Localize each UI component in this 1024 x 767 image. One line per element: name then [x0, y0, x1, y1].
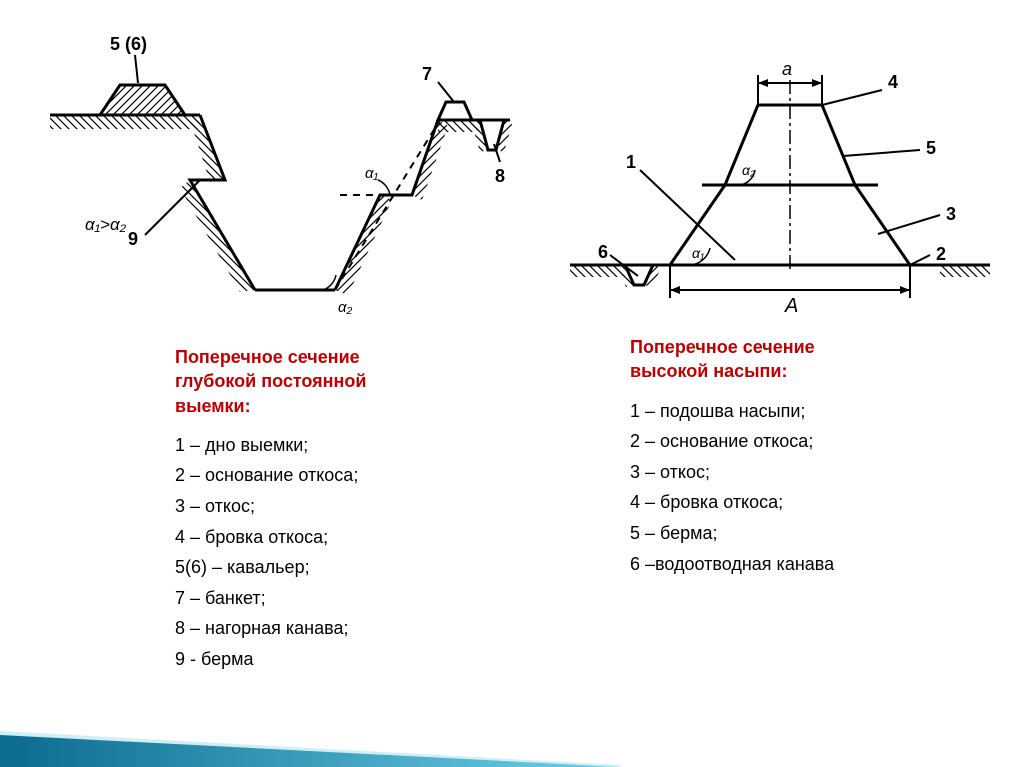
- right-text-block: Поперечное сечение высокой насыпи: 1 – п…: [630, 345, 980, 675]
- list-item: 8 – нагорная канава;: [175, 613, 545, 644]
- list-item: 3 – откос;: [175, 491, 545, 522]
- label-4: 4: [888, 72, 898, 92]
- list-item: 5 – берма;: [630, 518, 980, 549]
- list-item: 1 – подошва насыпи;: [630, 396, 980, 427]
- left-title-line-1: Поперечное сечение: [175, 347, 360, 367]
- left-title: Поперечное сечение глубокой постоянной в…: [175, 345, 545, 418]
- diagrams-container: 5 (6) 7 8 9 α₁>α₂ α₁ α₂: [0, 20, 1024, 340]
- label-alpha-ineq: α₁>α₂: [85, 215, 127, 234]
- label-alpha1: α₁: [365, 165, 379, 182]
- left-text-block: Поперечное сечение глубокой постоянной в…: [175, 345, 545, 675]
- right-title-line-2: высокой насыпи:: [630, 361, 787, 381]
- dim-A: A: [784, 295, 798, 317]
- label-alpha1-r: α₁: [692, 245, 705, 261]
- embankment-diagram: a A 1 2 3 4 5 6 α₁ α₂: [560, 20, 1000, 330]
- text-columns: Поперечное сечение глубокой постоянной в…: [0, 345, 1024, 675]
- label-5-6: 5 (6): [110, 34, 147, 54]
- excavation-diagram: 5 (6) 7 8 9 α₁>α₂ α₁ α₂: [40, 20, 520, 330]
- list-item: 6 –водоотводная канава: [630, 549, 980, 580]
- list-item: 5(6) – кавальер;: [175, 552, 545, 583]
- list-item: 3 – откос;: [630, 457, 980, 488]
- label-alpha2: α₂: [338, 299, 353, 316]
- label-2: 2: [936, 244, 946, 264]
- label-5: 5: [926, 138, 936, 158]
- list-item: 4 – бровка откоса;: [630, 487, 980, 518]
- right-title: Поперечное сечение высокой насыпи:: [630, 335, 980, 384]
- label-9: 9: [128, 229, 138, 249]
- left-title-line-3: выемки:: [175, 396, 251, 416]
- label-3: 3: [946, 204, 956, 224]
- dim-a: a: [782, 59, 792, 79]
- left-list: 1 – дно выемки; 2 – основание откоса; 3 …: [175, 430, 545, 675]
- label-8: 8: [495, 166, 505, 186]
- right-title-line-1: Поперечное сечение: [630, 337, 815, 357]
- list-item: 7 – банкет;: [175, 583, 545, 614]
- list-item: 9 - берма: [175, 644, 545, 675]
- label-alpha2-r: α₂: [742, 162, 756, 178]
- list-item: 4 – бровка откоса;: [175, 522, 545, 553]
- right-list: 1 – подошва насыпи; 2 – основание откоса…: [630, 396, 980, 580]
- label-1: 1: [626, 152, 636, 172]
- label-6: 6: [598, 242, 608, 262]
- list-item: 1 – дно выемки;: [175, 430, 545, 461]
- decor-triangle: [0, 725, 620, 767]
- left-title-line-2: глубокой постоянной: [175, 371, 367, 391]
- list-item: 2 – основание откоса;: [630, 426, 980, 457]
- label-7: 7: [422, 64, 432, 84]
- list-item: 2 – основание откоса;: [175, 460, 545, 491]
